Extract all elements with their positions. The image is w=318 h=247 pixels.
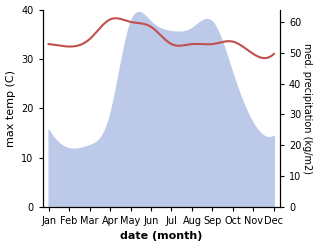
Y-axis label: max temp (C): max temp (C): [5, 70, 16, 147]
X-axis label: date (month): date (month): [120, 231, 203, 242]
Y-axis label: med. precipitation (kg/m2): med. precipitation (kg/m2): [302, 43, 313, 174]
